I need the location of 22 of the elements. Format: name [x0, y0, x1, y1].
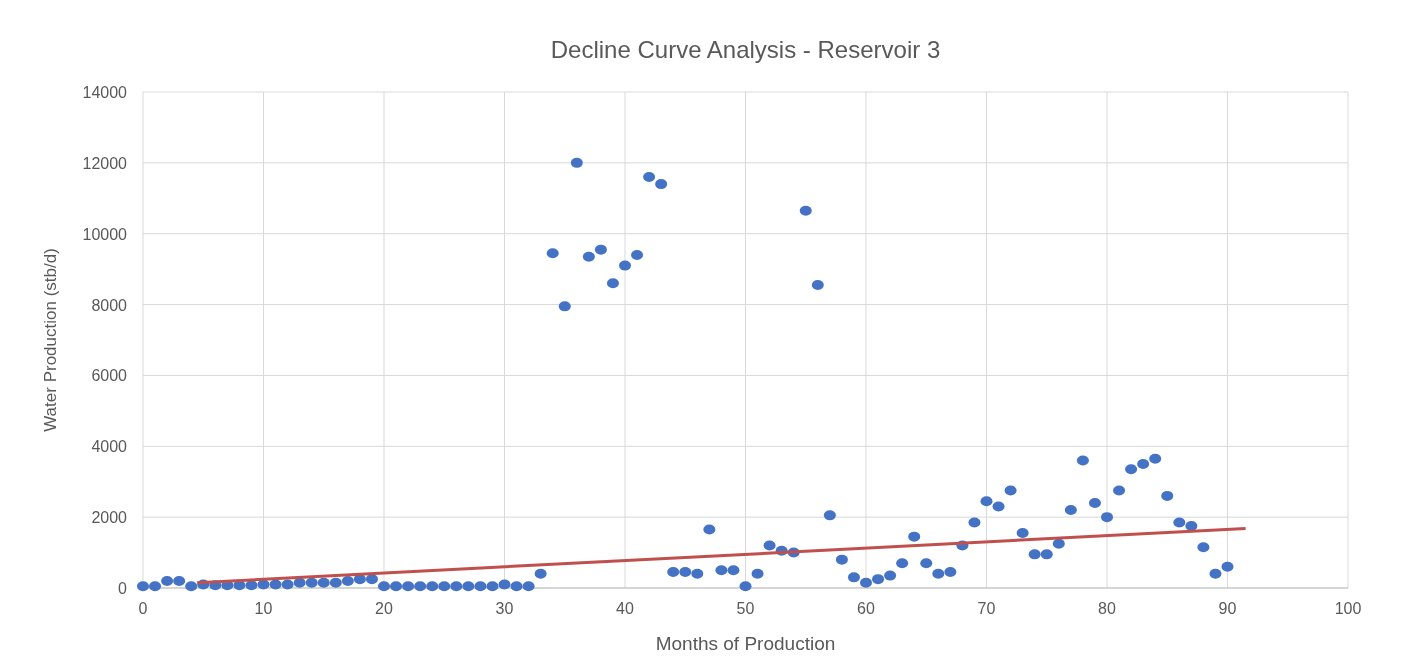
- x-tick-label: 0: [138, 600, 148, 617]
- y-tick-label: 2000: [91, 509, 128, 527]
- y-axis-title: Water Production (stb/d): [41, 248, 60, 432]
- x-tick-label: 100: [1334, 600, 1362, 617]
- x-tick-label: 50: [736, 600, 755, 617]
- x-tick-label: 80: [1098, 600, 1116, 617]
- x-tick-label: 60: [857, 600, 875, 617]
- x-axis-title: Months of Production: [655, 633, 836, 654]
- y-tick-label: 6000: [91, 367, 128, 385]
- x-tick-label: 10: [254, 600, 273, 617]
- y-tick-label: 8000: [91, 296, 128, 314]
- x-tick-label: 90: [1218, 600, 1237, 617]
- y-tick-label: 10000: [82, 225, 128, 243]
- y-tick-label: 4000: [91, 438, 128, 456]
- y-tick-label: 14000: [82, 84, 128, 101]
- x-tick-label: 70: [977, 600, 996, 617]
- chart-title: Decline Curve Analysis - Reservoir 3: [550, 36, 941, 63]
- x-tick-label: 40: [616, 600, 634, 617]
- y-tick-label: 12000: [82, 154, 128, 172]
- x-tick-label: 20: [375, 600, 393, 617]
- y-tick-label: 0: [118, 580, 128, 597]
- x-tick-label: 30: [495, 600, 514, 617]
